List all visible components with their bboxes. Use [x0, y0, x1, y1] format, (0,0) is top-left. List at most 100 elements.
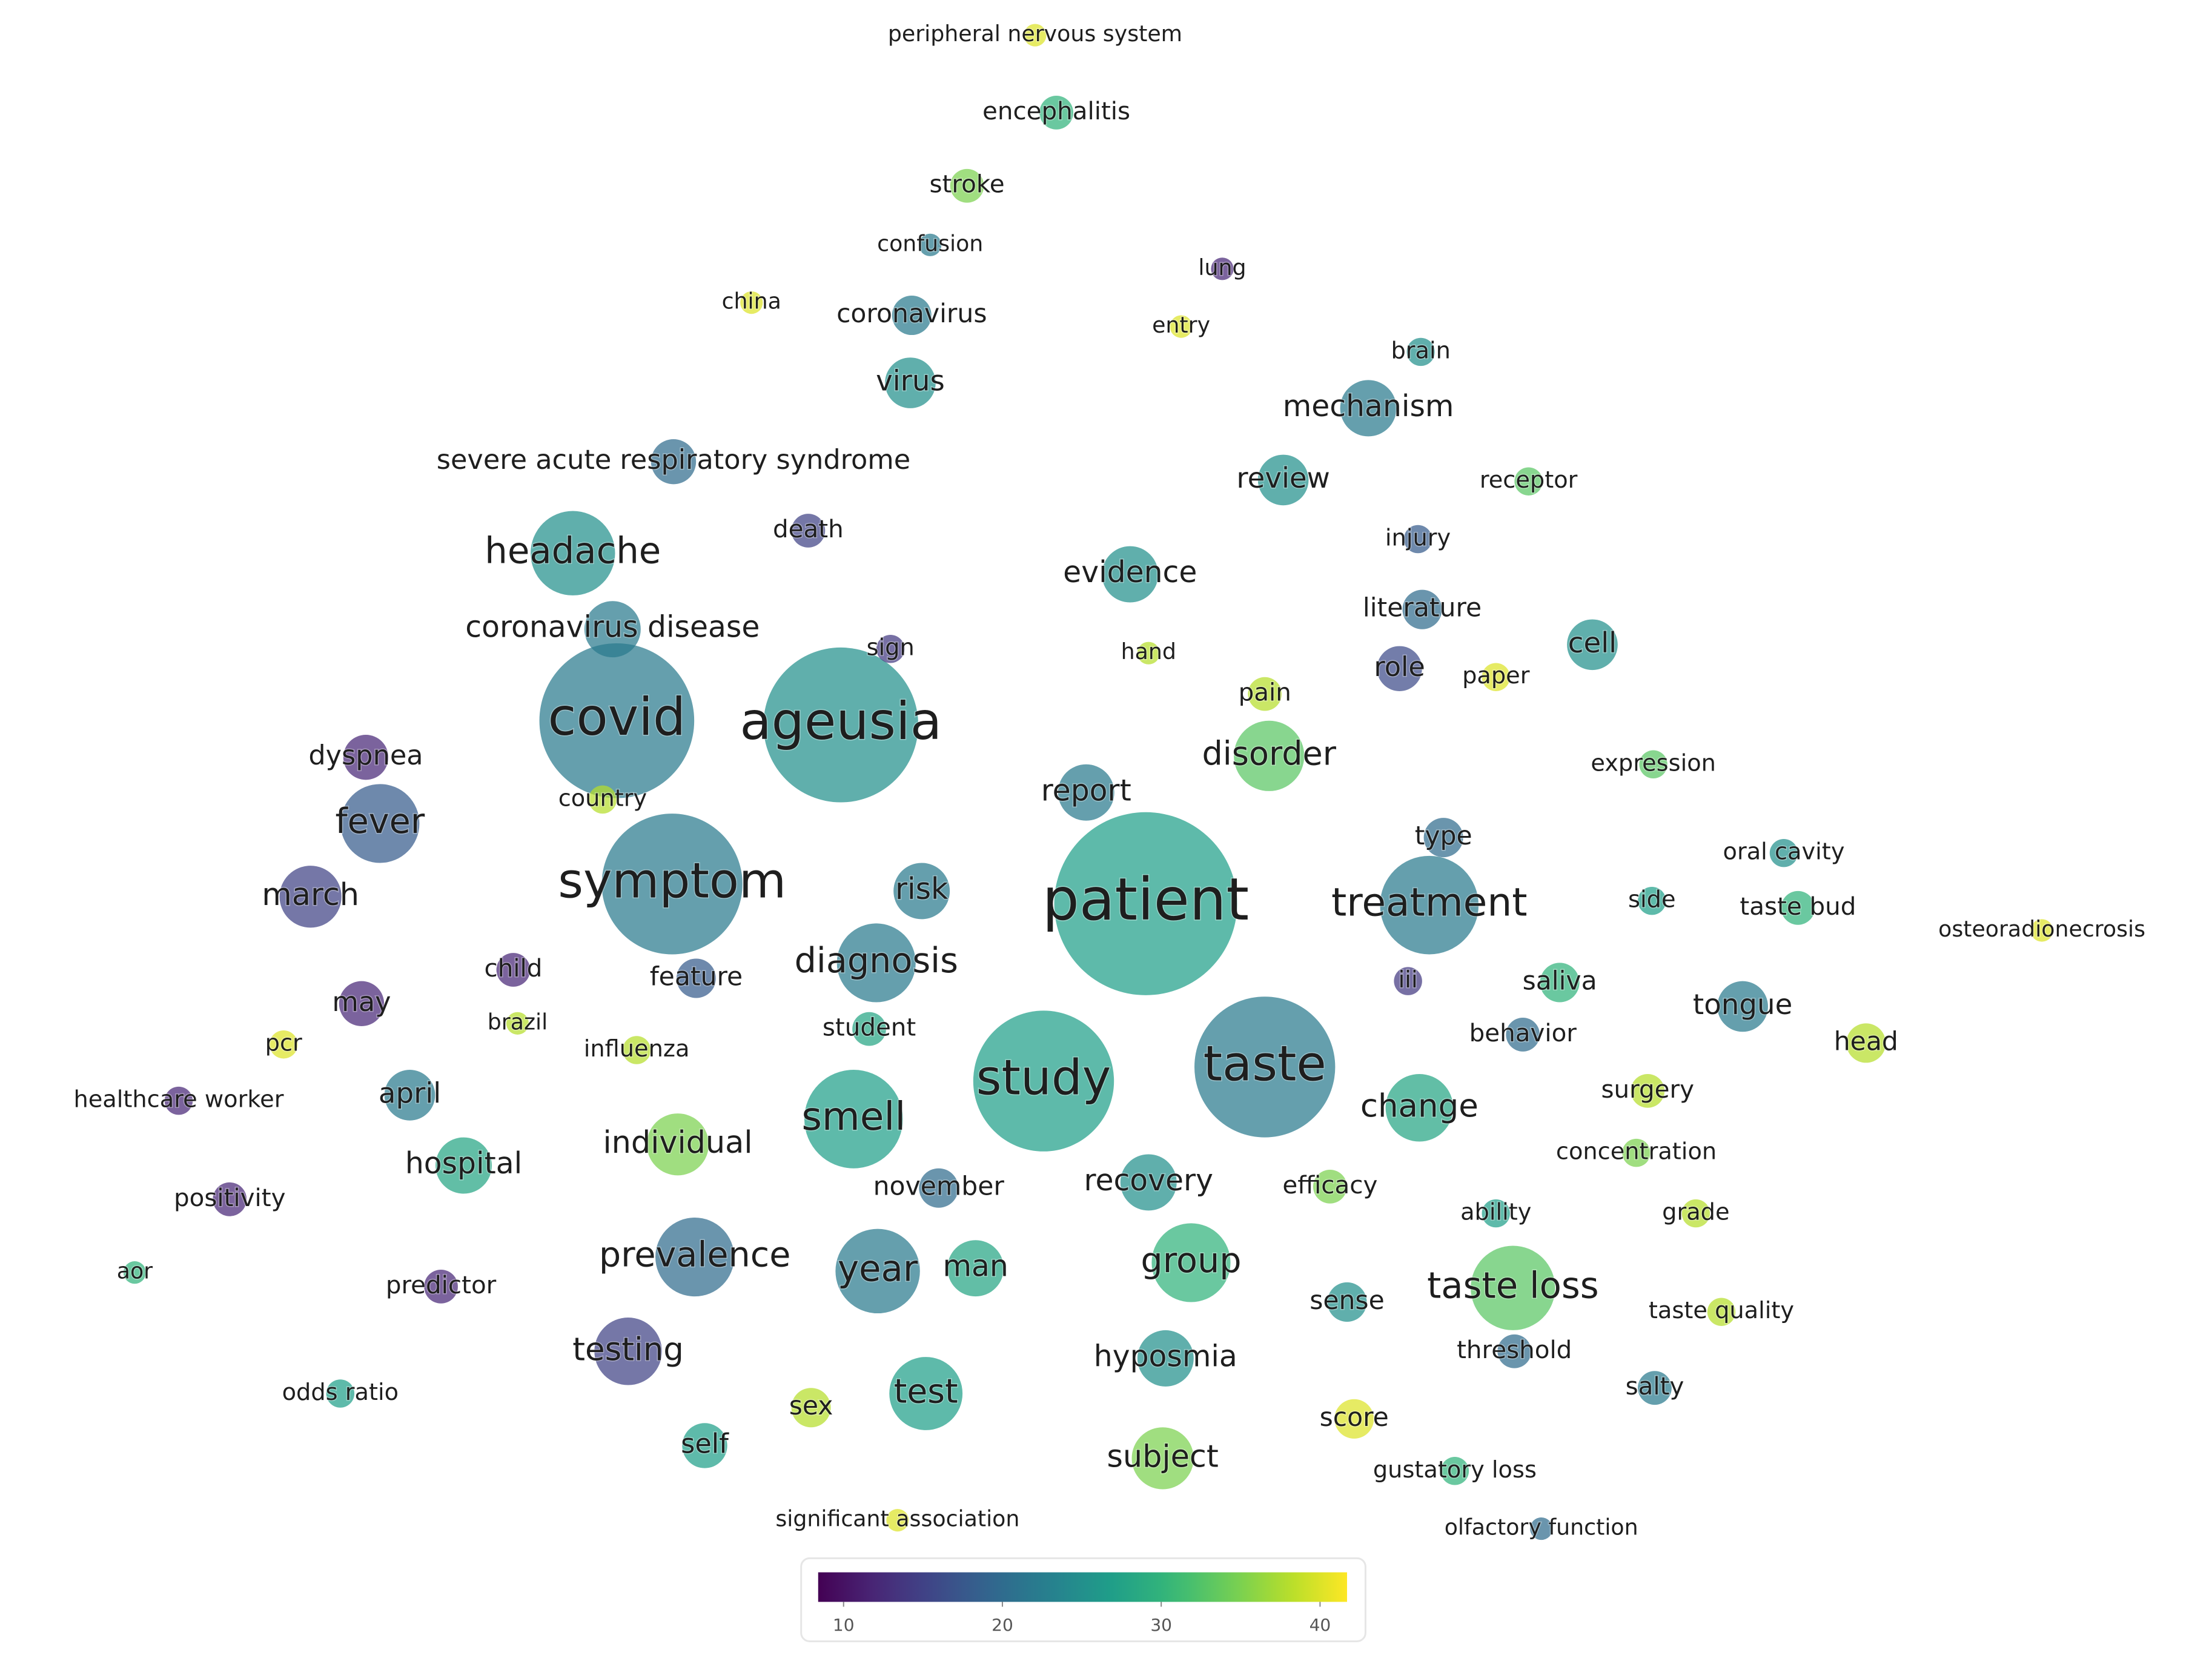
bubble	[1340, 380, 1397, 437]
term-label: sex	[789, 1391, 833, 1421]
bubble	[1120, 1154, 1177, 1211]
term-label: diagnosis	[795, 941, 958, 981]
bubble	[1631, 1074, 1665, 1108]
bubble	[531, 511, 615, 595]
bubble	[889, 1357, 963, 1430]
term-label: november	[873, 1172, 1005, 1202]
term-label: osteoradionecrosis	[1938, 916, 2145, 942]
term-label: significant association	[775, 1506, 1019, 1532]
colorbar-tick-label: 20	[992, 1615, 1013, 1635]
term-label: hand	[1121, 638, 1176, 665]
bubble	[1024, 24, 1047, 47]
bubble	[1681, 1199, 1710, 1228]
bubble	[1234, 720, 1305, 791]
bubble	[601, 814, 743, 955]
bubble	[1194, 996, 1336, 1138]
term-label: positivity	[174, 1183, 286, 1212]
term-label: covid	[548, 688, 686, 748]
bubble	[804, 1070, 903, 1169]
term-label: change	[1360, 1087, 1479, 1124]
term-label: cell	[1568, 627, 1617, 660]
bubble	[919, 1168, 959, 1208]
bubble	[1248, 677, 1282, 711]
term-label: child	[485, 953, 543, 983]
bubble	[269, 1030, 298, 1059]
bubble	[1257, 454, 1309, 506]
term-label: type	[1415, 821, 1472, 851]
bubble	[919, 233, 942, 256]
bubble	[892, 295, 932, 336]
bubble	[384, 1070, 435, 1121]
term-label: review	[1236, 462, 1330, 495]
colorbar-tick-label: 30	[1150, 1615, 1172, 1635]
bubble	[343, 734, 389, 780]
bubble	[1423, 818, 1463, 858]
bubble	[835, 1228, 920, 1314]
bubble	[1440, 1457, 1469, 1485]
bubble	[1334, 1399, 1374, 1439]
bubble	[1638, 886, 1666, 915]
term-label: treatment	[1331, 880, 1528, 926]
bubble	[340, 784, 420, 863]
bubbles	[123, 24, 2053, 1540]
bubble	[123, 1261, 146, 1284]
term-label: pain	[1239, 678, 1291, 707]
term-label: gustatory loss	[1373, 1456, 1537, 1484]
bubble	[791, 514, 826, 548]
term-label: brazil	[488, 1009, 548, 1035]
bubble	[651, 439, 697, 485]
term-label: head	[1834, 1027, 1898, 1056]
term-label: side	[1628, 886, 1675, 913]
bubble	[1497, 1334, 1532, 1368]
term-label: threshold	[1457, 1335, 1572, 1364]
term-label: healthcare worker	[73, 1086, 283, 1113]
term-label: man	[942, 1249, 1008, 1284]
term-label: odds ratio	[282, 1379, 399, 1406]
term-label: sense	[1310, 1286, 1385, 1316]
term-label: score	[1320, 1403, 1389, 1433]
bubble	[339, 981, 385, 1026]
bubble	[1567, 619, 1618, 671]
term-label: literature	[1363, 594, 1482, 623]
bubble	[852, 1012, 886, 1046]
term-label: headache	[485, 529, 661, 571]
bubble	[594, 1318, 662, 1385]
term-label: taste bud	[1740, 892, 1856, 921]
bubble	[1039, 96, 1073, 130]
bubble	[1131, 1427, 1194, 1490]
bubble	[1622, 1138, 1651, 1167]
term-label: encephalitis	[982, 96, 1130, 125]
colorbar-gradient	[818, 1572, 1347, 1602]
term-label: aor	[117, 1258, 153, 1284]
bubble	[1151, 1223, 1231, 1302]
term-label: brain	[1391, 337, 1450, 364]
bubble	[1380, 855, 1479, 955]
term-label: patient	[1042, 866, 1249, 933]
term-label: study	[976, 1050, 1111, 1106]
bubble	[164, 1086, 193, 1115]
bubble	[1540, 963, 1580, 1003]
term-label: disorder	[1202, 734, 1337, 772]
term-label: influenza	[584, 1035, 690, 1063]
term-label: taste quality	[1649, 1297, 1794, 1324]
bubble	[435, 1137, 492, 1194]
bubble	[1482, 663, 1511, 691]
bubble	[496, 953, 531, 987]
term-label: receptor	[1480, 466, 1578, 494]
term-label: hyposmia	[1094, 1339, 1237, 1373]
bubble	[1137, 642, 1160, 665]
colorbar-tick-label: 10	[833, 1615, 855, 1635]
bubble	[1781, 890, 1815, 925]
term-label: salty	[1626, 1371, 1684, 1401]
term-label: role	[1374, 651, 1425, 683]
bubble	[1170, 315, 1193, 338]
bubble	[740, 291, 763, 314]
bubble	[1394, 967, 1422, 995]
colorbar: 10 20 30 40	[800, 1557, 1366, 1642]
bubble	[1846, 1023, 1886, 1063]
term-label: injury	[1385, 524, 1451, 551]
bubble	[876, 635, 905, 663]
term-label: entry	[1152, 312, 1210, 338]
bubble	[950, 168, 984, 203]
